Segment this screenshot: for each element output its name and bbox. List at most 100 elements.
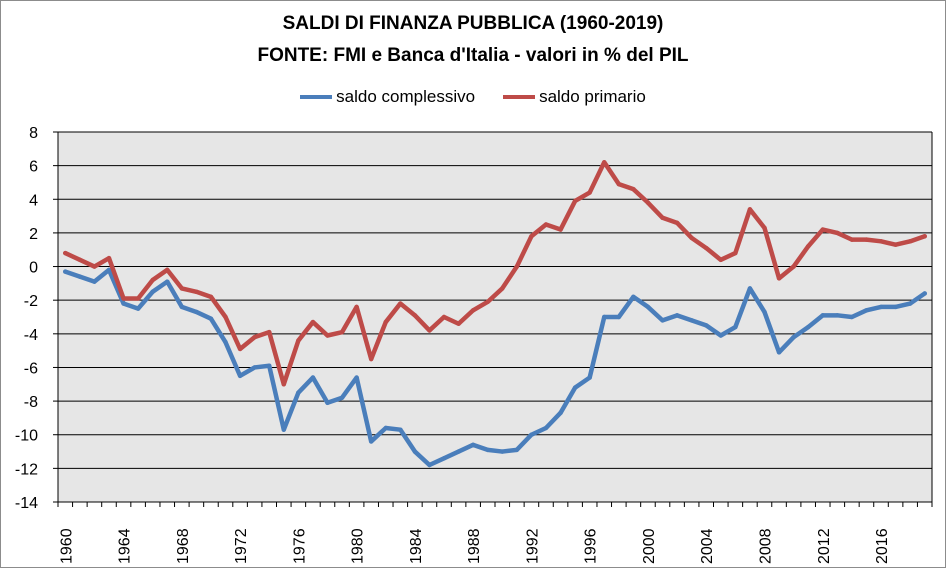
data-point-saldo-complessivo — [660, 318, 665, 323]
y-tick-label: -6 — [24, 360, 38, 377]
legend-label-saldo-complessivo: saldo complessivo — [336, 87, 476, 106]
data-point-saldo-complessivo — [733, 324, 738, 330]
data-point-saldo-complessivo — [121, 301, 126, 306]
y-tick-label: 4 — [29, 192, 38, 209]
data-point-saldo-primario — [878, 239, 884, 244]
data-point-saldo-primario — [660, 215, 665, 220]
x-tick-label: 1968 — [175, 528, 192, 564]
data-point-saldo-complessivo — [354, 375, 359, 380]
data-point-saldo-complessivo — [558, 410, 563, 416]
y-tick-label: -4 — [24, 327, 38, 344]
x-tick-label: 1984 — [408, 528, 425, 564]
data-point-saldo-complessivo — [208, 316, 214, 321]
data-point-saldo-complessivo — [849, 314, 855, 320]
data-point-saldo-primario — [747, 207, 753, 212]
plot-area — [58, 132, 932, 502]
data-point-saldo-complessivo — [631, 294, 636, 300]
data-point-saldo-primario — [485, 299, 490, 305]
data-point-saldo-complessivo — [383, 425, 388, 431]
data-point-saldo-complessivo — [179, 304, 185, 310]
data-point-saldo-complessivo — [616, 314, 622, 320]
data-point-saldo-primario — [441, 314, 447, 320]
data-point-saldo-primario — [922, 234, 927, 239]
data-point-saldo-primario — [791, 264, 796, 269]
data-point-saldo-primario — [63, 250, 68, 256]
y-tick-label: 8 — [29, 125, 38, 142]
data-point-saldo-complessivo — [441, 456, 447, 461]
data-point-saldo-complessivo — [572, 385, 578, 390]
data-point-saldo-complessivo — [805, 324, 811, 330]
data-point-saldo-primario — [208, 294, 214, 300]
data-point-saldo-complessivo — [922, 291, 927, 296]
data-point-saldo-primario — [281, 382, 286, 387]
data-point-saldo-primario — [704, 245, 709, 251]
data-point-saldo-primario — [602, 160, 607, 165]
chart-title: SALDI DI FINANZA PUBBLICA (1960-2019) — [282, 13, 664, 34]
data-point-saldo-primario — [849, 237, 855, 242]
y-tick-label: 0 — [29, 260, 38, 277]
x-tick-label: 2012 — [816, 528, 833, 564]
data-point-saldo-complessivo — [645, 304, 651, 310]
data-point-saldo-primario — [354, 304, 359, 310]
data-point-saldo-primario — [645, 200, 651, 205]
x-tick-label: 2016 — [874, 528, 891, 564]
legend-item-saldo-complessivo: saldo complessivo — [300, 87, 475, 107]
data-point-saldo-primario — [893, 242, 898, 247]
data-point-saldo-complessivo — [296, 390, 301, 395]
data-point-saldo-primario — [718, 257, 723, 263]
data-point-saldo-primario — [194, 289, 199, 294]
data-point-saldo-primario — [325, 333, 330, 338]
data-point-saldo-complessivo — [135, 306, 141, 311]
data-point-saldo-primario — [368, 356, 374, 362]
data-point-saldo-complessivo — [398, 427, 403, 432]
data-point-saldo-complessivo — [747, 286, 753, 291]
data-point-saldo-complessivo — [165, 279, 170, 284]
data-point-saldo-primario — [762, 225, 767, 231]
x-tick-label: 2000 — [641, 528, 658, 564]
data-point-saldo-complessivo — [412, 449, 418, 454]
data-point-saldo-complessivo — [237, 373, 243, 379]
data-point-saldo-complessivo — [281, 427, 286, 432]
data-point-saldo-primario — [616, 181, 622, 187]
data-point-saldo-complessivo — [310, 375, 316, 380]
data-point-saldo-primario — [223, 314, 228, 320]
data-point-saldo-primario — [529, 234, 534, 239]
data-point-saldo-primario — [252, 334, 257, 340]
data-point-saldo-complessivo — [878, 304, 884, 310]
data-point-saldo-primario — [179, 286, 185, 291]
data-point-saldo-complessivo — [194, 309, 199, 315]
data-point-saldo-complessivo — [704, 323, 709, 328]
data-point-saldo-primario — [820, 227, 825, 232]
data-point-saldo-complessivo — [587, 375, 592, 380]
data-point-saldo-primario — [427, 328, 432, 333]
data-point-saldo-complessivo — [529, 432, 534, 437]
data-point-saldo-primario — [631, 186, 636, 192]
data-point-saldo-primario — [150, 277, 155, 283]
data-point-saldo-primario — [296, 338, 301, 343]
data-point-saldo-primario — [339, 329, 345, 335]
x-tick-label: 1960 — [58, 528, 75, 564]
data-point-saldo-complessivo — [602, 314, 607, 320]
data-point-saldo-complessivo — [543, 425, 549, 431]
data-point-saldo-primario — [267, 329, 272, 335]
data-point-saldo-complessivo — [368, 439, 374, 444]
x-tick-label: 1980 — [350, 528, 367, 564]
data-point-saldo-complessivo — [485, 447, 490, 453]
data-point-saldo-primario — [907, 239, 913, 244]
y-tick-label: -12 — [15, 461, 38, 478]
data-point-saldo-complessivo — [893, 304, 898, 310]
data-point-saldo-primario — [543, 222, 549, 227]
x-tick-label: 2004 — [699, 528, 716, 564]
data-point-saldo-complessivo — [223, 340, 228, 345]
data-point-saldo-complessivo — [820, 313, 825, 318]
data-point-saldo-complessivo — [689, 318, 694, 323]
data-point-saldo-complessivo — [456, 449, 461, 454]
data-point-saldo-primario — [77, 257, 83, 263]
data-point-saldo-primario — [864, 237, 869, 242]
y-tick-label: 6 — [29, 159, 38, 176]
data-point-saldo-primario — [310, 319, 316, 325]
x-tick-label: 2008 — [757, 528, 774, 564]
x-tick-label: 1972 — [233, 528, 250, 564]
